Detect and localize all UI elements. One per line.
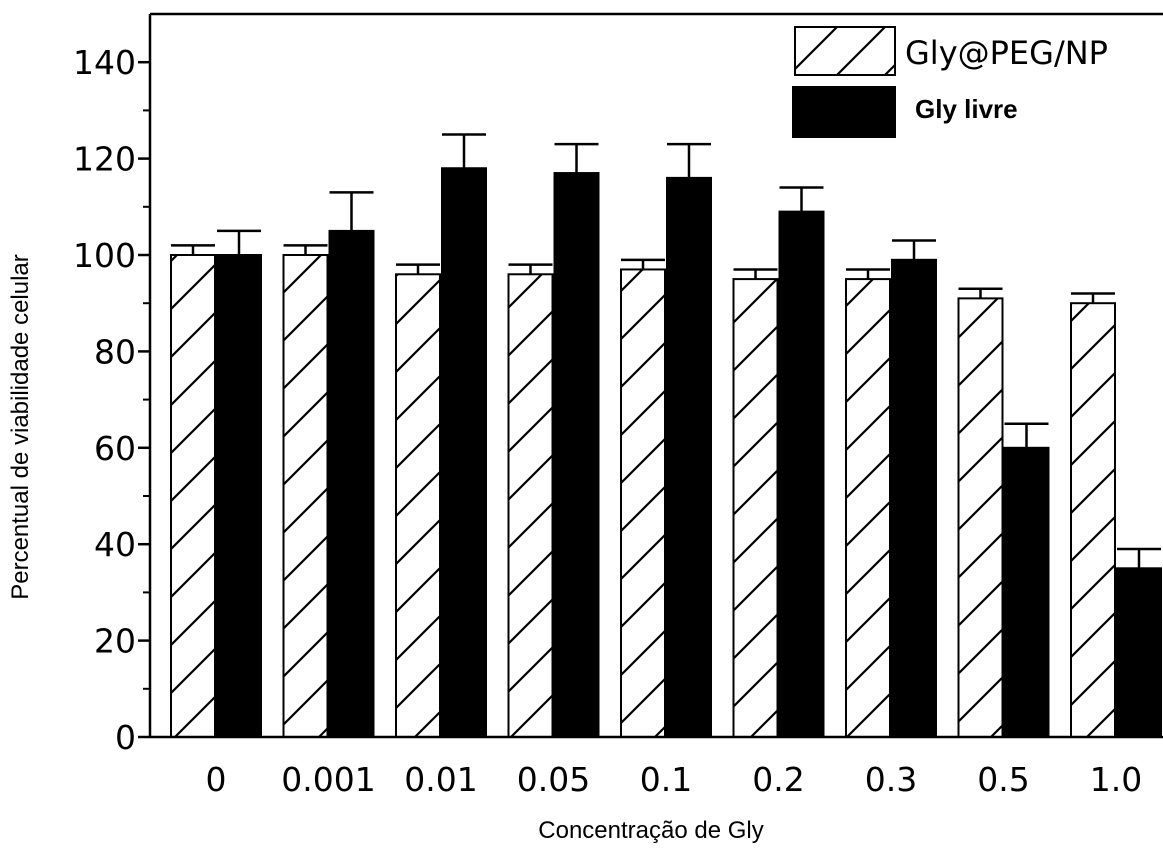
- x-tick-label-0.001: 0.001: [281, 760, 375, 799]
- x-tick-label-0.05: 0.05: [517, 760, 590, 799]
- bar-gly-livre-0: [216, 254, 262, 738]
- x-tick-label-0.3: 0.3: [865, 760, 917, 799]
- y-tick-label-20: 20: [94, 622, 136, 661]
- y-tick-label-60: 60: [94, 429, 136, 468]
- bar-gly-peg-np-1.0: [1070, 302, 1116, 738]
- bar-gly-livre-0.1: [666, 176, 712, 738]
- bar-gly-peg-np-0.001: [282, 254, 329, 738]
- bar-gly-peg-np-0.2: [732, 278, 779, 738]
- x-tick-label-0.5: 0.5: [977, 760, 1029, 799]
- x-tick-label-0: 0: [206, 760, 227, 799]
- bar-gly-livre-0.05: [553, 172, 600, 738]
- y-tick-label-100: 100: [73, 236, 136, 275]
- bar-gly-peg-np-0.3: [845, 278, 891, 738]
- bar-gly-livre-0.3: [891, 258, 937, 738]
- y-tick-label-0: 0: [115, 718, 136, 757]
- x-tick-label-0.1: 0.1: [640, 760, 692, 799]
- y-tick-label-140: 140: [73, 43, 136, 82]
- y-axis-title: Percentual de viabilidade celular: [7, 254, 34, 600]
- bar-gly-peg-np-0.1: [620, 268, 666, 738]
- y-tick-label-120: 120: [73, 140, 136, 179]
- x-axis-title: Concentração de Gly: [538, 817, 763, 844]
- x-tick-label-0.2: 0.2: [752, 760, 804, 799]
- y-tick-label-80: 80: [94, 332, 136, 371]
- legend-label-gly-peg-np: Gly@PEG/NP: [905, 34, 1108, 72]
- legend-swatch-gly-livre: [792, 86, 896, 138]
- bar-gly-livre-0.001: [328, 229, 375, 738]
- legend-swatch-gly-peg-np: [794, 26, 896, 76]
- legend: Gly@PEG/NP Gly livre: [792, 26, 1108, 138]
- x-tick-label-0.01: 0.01: [404, 760, 477, 799]
- legend-label-gly-livre: Gly livre: [915, 94, 1018, 124]
- bar-gly-livre-0.01: [441, 167, 487, 739]
- x-tick-label-1.0: 1.0: [1090, 760, 1142, 799]
- bar-gly-livre-0.5: [1003, 446, 1050, 738]
- bar-gly-livre-0.2: [778, 210, 825, 738]
- bar-gly-peg-np-0.05: [507, 273, 554, 738]
- bar-gly-livre-1.0: [1116, 567, 1162, 738]
- bar-gly-peg-np-0.5: [957, 297, 1004, 738]
- bar-gly-peg-np-0.01: [395, 273, 441, 738]
- y-tick-label-40: 40: [94, 525, 136, 564]
- bar-gly-peg-np-0: [170, 254, 216, 738]
